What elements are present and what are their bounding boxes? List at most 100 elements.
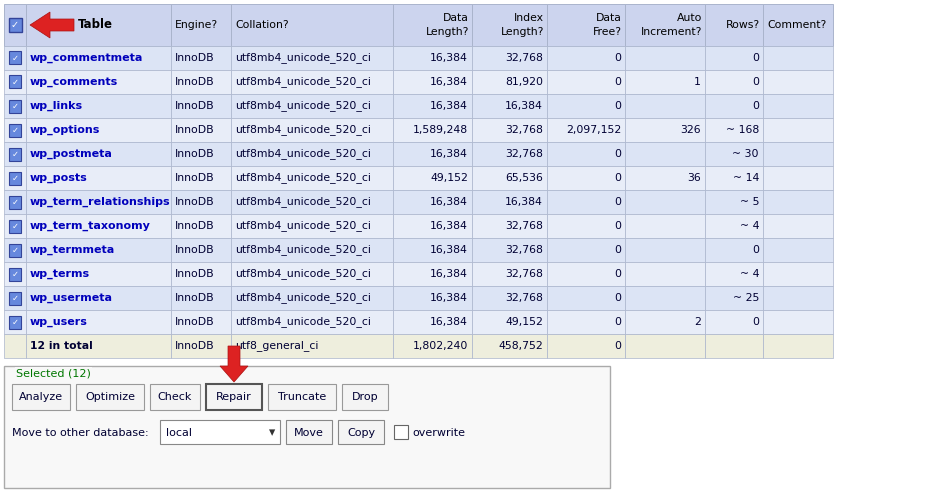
Bar — [763, 70, 833, 94]
Bar — [763, 238, 833, 262]
Bar — [9, 171, 21, 184]
Text: ✓: ✓ — [11, 246, 19, 254]
Text: utf8mb4_unicode_520_ci: utf8mb4_unicode_520_ci — [235, 149, 371, 160]
Bar — [547, 286, 625, 310]
Text: InnoDB: InnoDB — [175, 149, 215, 159]
Bar — [231, 310, 393, 334]
Text: 65,536: 65,536 — [505, 173, 543, 183]
Text: InnoDB: InnoDB — [175, 341, 215, 351]
Bar — [393, 166, 472, 190]
Bar — [9, 148, 21, 161]
Bar — [231, 214, 393, 238]
Text: local: local — [166, 428, 192, 438]
Text: ~ 30: ~ 30 — [733, 149, 759, 159]
Bar — [4, 366, 610, 488]
Bar — [231, 4, 393, 46]
Bar — [9, 99, 21, 113]
Text: 32,768: 32,768 — [505, 245, 543, 255]
Text: wp_termmeta: wp_termmeta — [30, 245, 115, 255]
Text: wp_usermeta: wp_usermeta — [30, 293, 113, 303]
Bar — [171, 214, 231, 238]
Bar — [4, 310, 26, 334]
Text: Table: Table — [78, 18, 113, 32]
Text: wp_term_relationships: wp_term_relationships — [30, 197, 171, 207]
Text: ✓: ✓ — [11, 293, 19, 302]
Bar — [171, 94, 231, 118]
Bar — [26, 238, 171, 262]
Text: wp_users: wp_users — [30, 317, 88, 327]
Text: Free?: Free? — [593, 27, 622, 37]
Text: 0: 0 — [614, 341, 621, 351]
Text: ~ 25: ~ 25 — [733, 293, 759, 303]
Text: Auto: Auto — [676, 13, 702, 23]
Text: overwrite: overwrite — [412, 428, 465, 438]
Bar — [4, 46, 26, 70]
Text: 16,384: 16,384 — [430, 317, 468, 327]
Text: Selected (12): Selected (12) — [16, 368, 90, 378]
Bar — [393, 190, 472, 214]
Bar — [472, 286, 547, 310]
Bar — [4, 214, 26, 238]
Bar — [26, 142, 171, 166]
Text: wp_term_taxonomy: wp_term_taxonomy — [30, 221, 151, 231]
Bar — [763, 334, 833, 358]
Text: InnoDB: InnoDB — [175, 245, 215, 255]
Bar — [26, 4, 171, 46]
Bar — [625, 142, 705, 166]
Bar — [763, 190, 833, 214]
Bar — [231, 118, 393, 142]
Bar — [26, 94, 171, 118]
Bar — [705, 334, 763, 358]
Text: InnoDB: InnoDB — [175, 173, 215, 183]
Bar — [547, 334, 625, 358]
Text: 16,384: 16,384 — [430, 149, 468, 159]
Text: utf8mb4_unicode_520_ci: utf8mb4_unicode_520_ci — [235, 269, 371, 280]
Bar — [547, 214, 625, 238]
Bar — [393, 118, 472, 142]
Text: 326: 326 — [680, 125, 701, 135]
Bar — [705, 4, 763, 46]
Bar — [763, 4, 833, 46]
Bar — [472, 4, 547, 46]
Text: Data: Data — [443, 13, 469, 23]
Text: ~ 5: ~ 5 — [739, 197, 759, 207]
Text: ✓: ✓ — [11, 173, 19, 182]
Bar — [231, 46, 393, 70]
Bar — [393, 238, 472, 262]
Text: 16,384: 16,384 — [505, 101, 543, 111]
Text: 0: 0 — [614, 269, 621, 279]
Bar — [763, 118, 833, 142]
Bar — [763, 94, 833, 118]
Bar — [4, 262, 26, 286]
Bar — [705, 262, 763, 286]
Text: InnoDB: InnoDB — [175, 125, 215, 135]
Text: utf8mb4_unicode_520_ci: utf8mb4_unicode_520_ci — [235, 77, 371, 87]
Bar — [4, 334, 26, 358]
Text: 1,589,248: 1,589,248 — [413, 125, 468, 135]
Bar — [9, 316, 21, 329]
Text: ✓: ✓ — [11, 318, 19, 327]
Bar — [547, 238, 625, 262]
Bar — [26, 118, 171, 142]
Bar — [231, 166, 393, 190]
Bar — [625, 310, 705, 334]
Bar — [547, 118, 625, 142]
Bar — [26, 334, 171, 358]
Bar — [393, 310, 472, 334]
Text: 16,384: 16,384 — [430, 53, 468, 63]
Bar — [26, 70, 171, 94]
Bar — [472, 262, 547, 286]
Text: 458,752: 458,752 — [498, 341, 543, 351]
Text: 32,768: 32,768 — [505, 293, 543, 303]
Bar — [705, 310, 763, 334]
Text: 16,384: 16,384 — [430, 197, 468, 207]
Bar — [547, 142, 625, 166]
Bar — [76, 384, 144, 410]
Bar — [4, 286, 26, 310]
Text: 16,384: 16,384 — [430, 77, 468, 87]
Text: 0: 0 — [614, 293, 621, 303]
Bar — [705, 70, 763, 94]
Bar — [26, 166, 171, 190]
Bar — [171, 262, 231, 286]
Bar — [171, 286, 231, 310]
